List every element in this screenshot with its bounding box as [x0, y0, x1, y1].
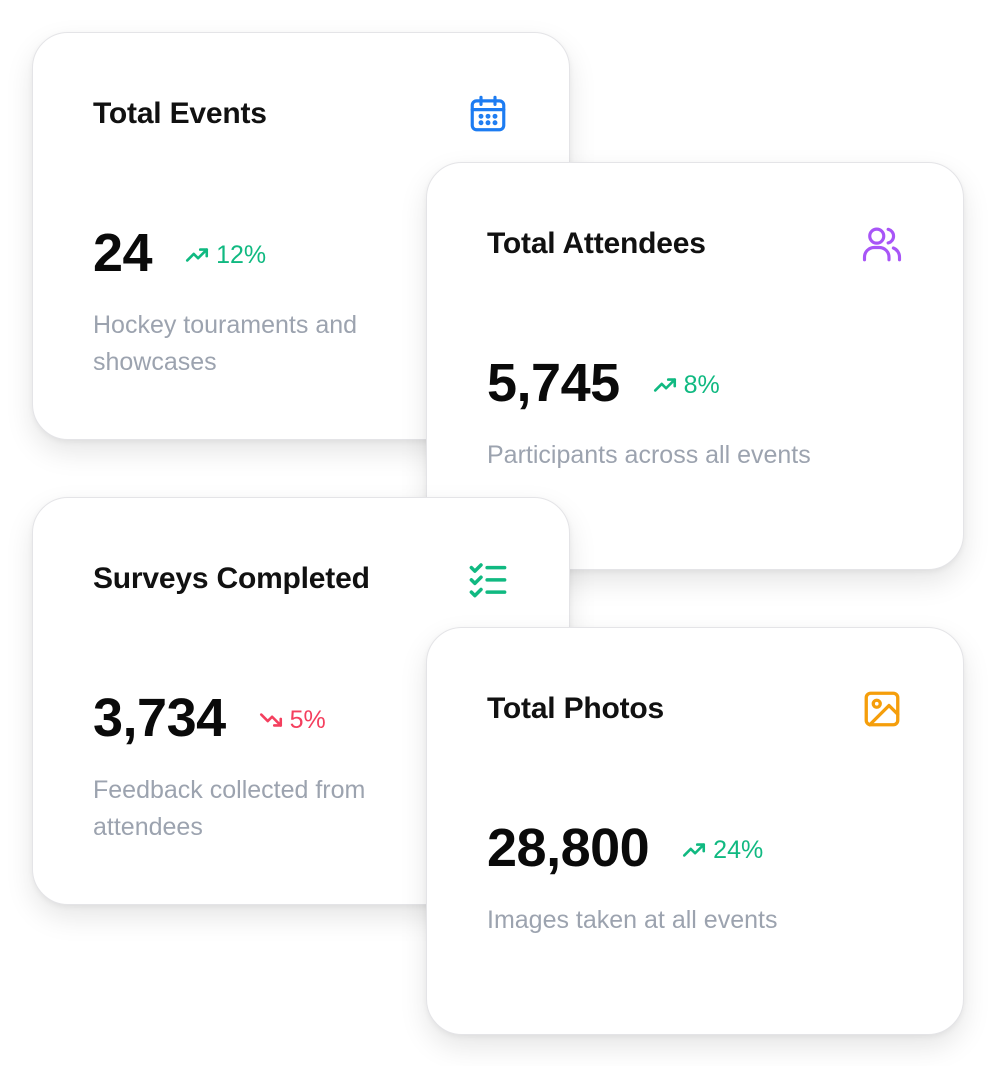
trending-up-icon	[683, 843, 706, 857]
card-description: Hockey touraments and showcases	[93, 311, 358, 376]
calendar-icon	[467, 93, 509, 135]
trend-badge: 5%	[258, 705, 326, 735]
trend-badge: 8%	[652, 370, 720, 400]
trend-value: 12%	[216, 241, 267, 269]
card-description: Participants across all events	[487, 441, 811, 469]
trending-up-icon	[186, 248, 209, 262]
metric-row: 5,745 8%	[487, 351, 720, 415]
users-icon	[861, 223, 903, 265]
trending-up-icon	[653, 378, 676, 392]
card-description: Feedback collected from attendees	[93, 776, 366, 841]
trend-badge: 24%	[681, 835, 763, 865]
metric-value: 3,734	[93, 688, 226, 748]
card-title: Total Photos	[487, 692, 665, 725]
metric-row: 28,800 24%	[487, 816, 763, 880]
card-title: Total Attendees	[487, 227, 706, 260]
trend-value: 8%	[683, 371, 720, 399]
card-title: Total Events	[93, 97, 267, 130]
card-description: Images taken at all events	[487, 906, 778, 934]
checklist-icon	[467, 558, 509, 600]
metric-value: 28,800	[487, 818, 650, 878]
trend-value: 24%	[713, 836, 764, 864]
metric-row: 3,734 5%	[93, 686, 326, 750]
metric-value: 5,745	[487, 353, 620, 413]
trending-down-icon	[259, 713, 282, 727]
card-title: Surveys Completed	[93, 562, 370, 595]
metric-row: 24 12%	[93, 221, 266, 285]
trend-value: 5%	[289, 706, 326, 734]
trend-badge: 12%	[184, 240, 266, 270]
image-icon	[861, 688, 903, 730]
metric-value: 24	[93, 223, 153, 283]
total-photos-card: Total Photos 28,800 24% Images taken at …	[426, 627, 964, 1035]
